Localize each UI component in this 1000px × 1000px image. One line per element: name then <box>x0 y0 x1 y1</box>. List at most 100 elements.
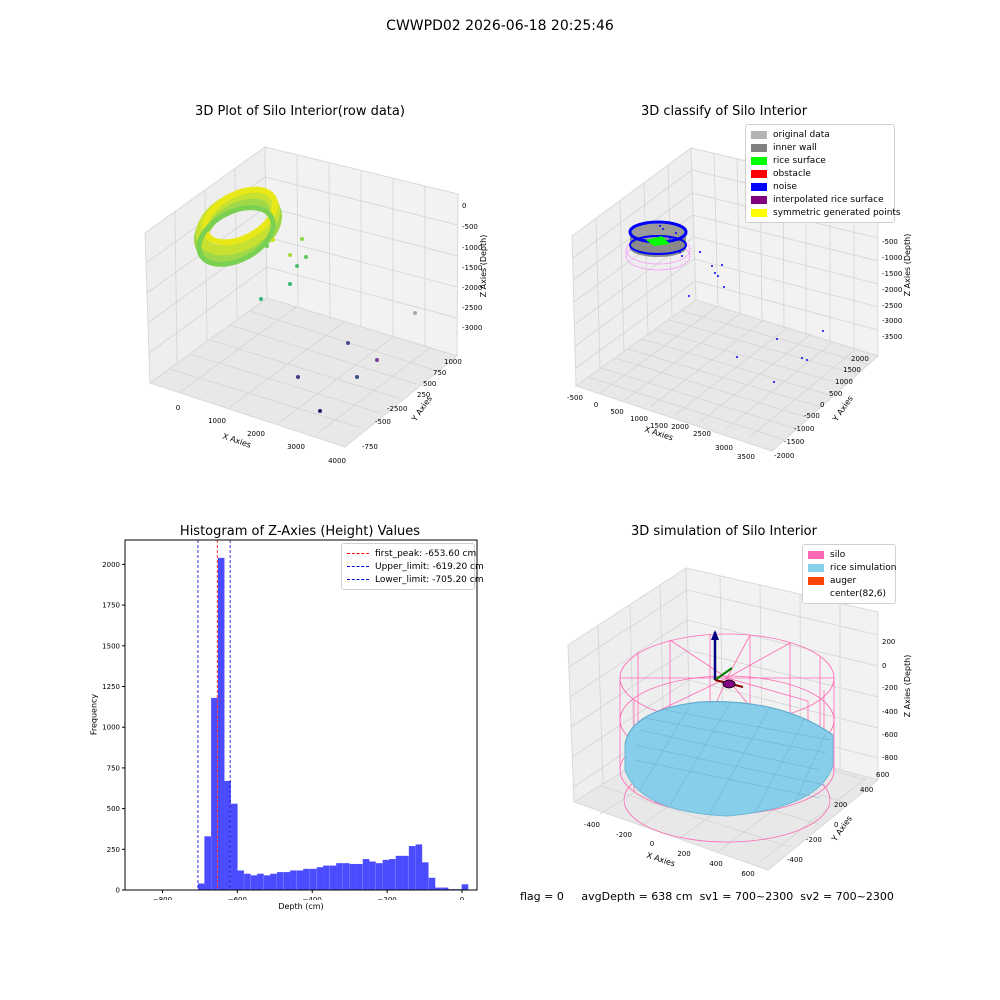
histogram-bar <box>198 883 205 890</box>
legend-swatch <box>751 182 767 191</box>
x-tick: 0 <box>594 401 598 409</box>
x-tick-label: −200 <box>378 896 397 900</box>
x-tick: -200 <box>616 831 632 839</box>
legend-swatch <box>751 156 767 165</box>
z-tick: -1000 <box>882 254 902 262</box>
y-tick: 1000 <box>835 378 853 386</box>
histogram-bar <box>257 873 264 890</box>
panel4-legend: silo rice simulation auger center(82,6) <box>802 544 896 604</box>
y-tick: 500 <box>423 380 436 388</box>
x-tick: 3000 <box>287 443 305 451</box>
summary-footer: flag = 0 avgDepth = 638 cm sv1 = 700~230… <box>520 890 894 903</box>
panel2-3d-scatter: -500 0 500 1000 1500 2000 2500 3000 3500… <box>567 147 912 461</box>
y-tick: 0 <box>820 401 824 409</box>
y-tick-label: 1000 <box>102 724 120 732</box>
legend-item: symmetric generated points <box>751 206 901 219</box>
panel3-title: Histogram of Z-Axies (Height) Values <box>179 524 421 539</box>
z-tick: -2500 <box>882 302 902 310</box>
histogram-bar <box>290 870 297 890</box>
histogram-bar <box>402 855 409 890</box>
legend-swatch <box>751 130 767 139</box>
z-tick: -1500 <box>462 264 482 272</box>
y-tick: -500 <box>804 412 820 420</box>
histogram-bar <box>461 884 469 890</box>
y-tick: 0 <box>403 405 407 413</box>
classified-silo <box>625 220 691 271</box>
histogram-bar <box>230 803 238 890</box>
x-tick: 200 <box>677 850 690 858</box>
x-tick-label: −600 <box>228 896 247 900</box>
z-tick: 0 <box>882 662 886 670</box>
histogram: −800 −600 −400 −200 0 0 250 500 750 1000 1250 1500… <box>102 539 478 900</box>
y-tick: 400 <box>860 786 873 794</box>
histogram-bar <box>211 697 218 890</box>
z-tick: -2000 <box>462 284 482 292</box>
legend-line <box>347 566 369 567</box>
z-tick: -2500 <box>462 304 482 312</box>
histogram-bar <box>428 877 436 890</box>
histogram-bar <box>270 873 277 890</box>
histogram-bar <box>303 868 310 890</box>
legend-item: rice simulation <box>808 561 896 574</box>
histogram-bar <box>323 865 330 890</box>
histogram-bar <box>336 863 343 890</box>
z-tick: -3500 <box>882 333 902 341</box>
x-tick: 1500 <box>650 422 668 430</box>
z-axis-label: Z Axies (Depth) <box>903 655 912 718</box>
raw-outlier-points <box>259 237 417 413</box>
x-tick: 2000 <box>247 430 265 438</box>
legend-swatch <box>808 576 824 585</box>
legend-swatch <box>751 143 767 152</box>
legend-item: Lower_limit: -705.20 cm <box>347 573 483 586</box>
y-tick-label: 500 <box>107 805 120 813</box>
y-tick: 750 <box>433 369 446 377</box>
x-tick: 2000 <box>671 423 689 431</box>
x-tick: 3000 <box>715 444 733 452</box>
auger-marker <box>711 630 744 689</box>
x-tick: 2500 <box>693 430 711 438</box>
panel2-title: 3D classify of Silo Interior <box>640 104 808 119</box>
histogram-bar <box>362 859 370 890</box>
histogram-bar <box>421 862 429 890</box>
x-axis-label: X Axies <box>645 851 676 869</box>
z-tick: 0 <box>462 202 466 210</box>
y-tick: 600 <box>876 771 889 779</box>
flag-text: flag = 0 <box>520 890 564 903</box>
y-tick: -2000 <box>774 452 794 460</box>
legend-line <box>347 579 369 580</box>
y-tick-label: 1250 <box>102 683 120 691</box>
plot-frame <box>124 539 478 891</box>
z-tick: -1000 <box>462 244 482 252</box>
histogram-legend: first_peak: -653.60 cm Upper_limit: -619… <box>341 543 484 590</box>
y-tick-label: 250 <box>107 846 120 854</box>
legend-item: noise <box>751 180 889 193</box>
legend-line <box>347 553 369 554</box>
x-tick: -400 <box>584 821 600 829</box>
sv2-text: sv2 = 700~2300 <box>800 890 894 903</box>
histogram-bar <box>342 863 350 890</box>
avg-depth-text: avgDepth = 638 cm <box>581 890 693 903</box>
x-tick: -500 <box>567 394 583 402</box>
panel1-3d-scatter: 0 1000 2000 3000 4000 X Axies -750 -500 … <box>144 146 488 465</box>
legend-swatch <box>751 208 767 217</box>
y-tick: 2000 <box>851 355 869 363</box>
y-tick: 0 <box>834 821 838 829</box>
x-tick: 3500 <box>737 453 755 461</box>
legend-item: first_peak: -653.60 cm <box>347 547 476 560</box>
legend-swatch <box>751 195 767 204</box>
y-axis-label: Y Axies <box>830 394 855 424</box>
y-tick: -500 <box>375 418 391 426</box>
histogram-bar <box>224 780 231 890</box>
legend-item: original data <box>751 128 889 141</box>
y-tick-label: 1750 <box>102 602 120 610</box>
y-tick-label: 0 <box>116 887 120 895</box>
histogram-bar <box>237 870 244 890</box>
y-tick: -200 <box>806 836 822 844</box>
histogram-bar <box>435 887 442 890</box>
x-tick: 1000 <box>630 415 648 423</box>
x-tick: 4000 <box>328 457 346 465</box>
histogram-bar <box>329 865 337 890</box>
rice-simulation-surface <box>624 701 834 817</box>
y-tick-label: 750 <box>107 764 120 772</box>
z-tick: -800 <box>882 754 898 762</box>
